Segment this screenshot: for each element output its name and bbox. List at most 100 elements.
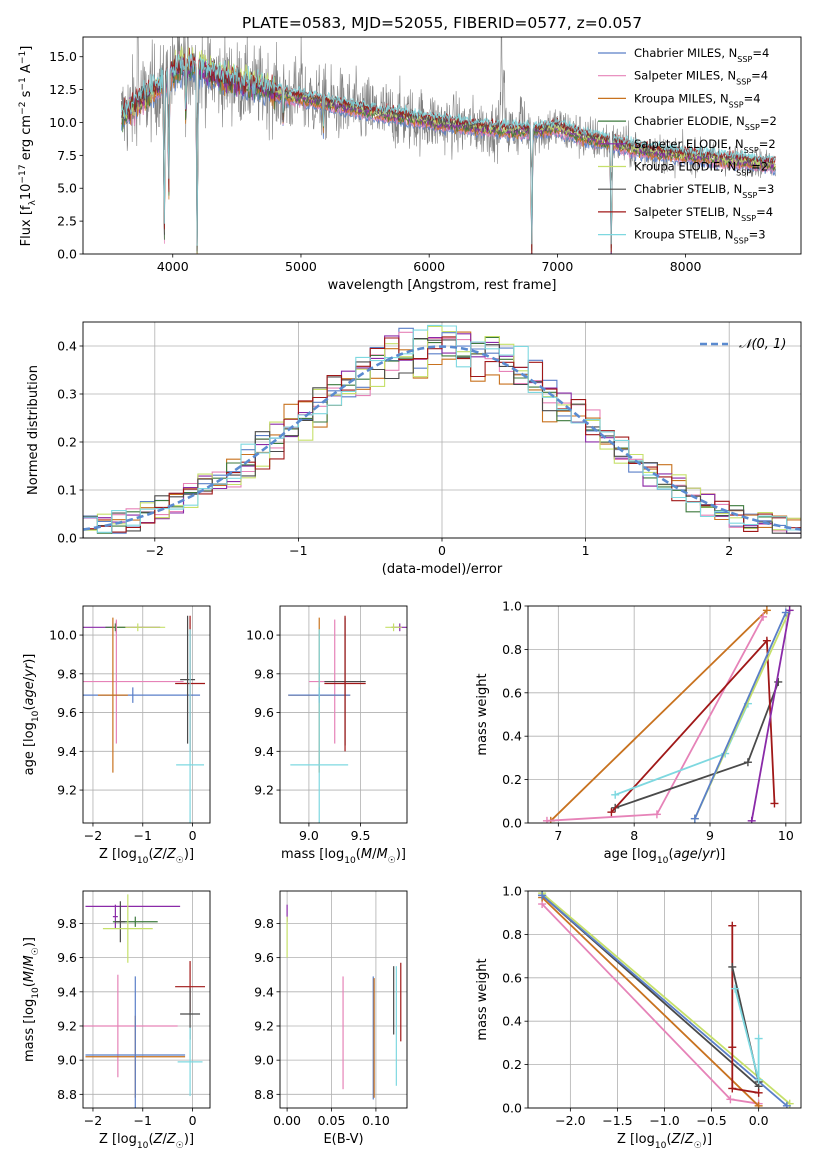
legend-entry: Salpeter STELIB, NSSP=4 <box>634 205 773 223</box>
legend-entry: Salpeter ELODIE, NSSP=2 <box>634 137 776 155</box>
x-tick-label: −2 <box>84 1113 102 1128</box>
mass-weight-marker <box>652 810 661 819</box>
mass-weight-series-line <box>541 894 788 1107</box>
x-tick-label: 9 <box>706 828 714 843</box>
y-tick-label: 0.4 <box>57 339 77 354</box>
x-axis-label-part: Z <box>166 1132 177 1147</box>
error-bar-point <box>385 623 402 632</box>
x-axis-label-part: yr <box>701 847 717 862</box>
y-tick-label: 0.1 <box>57 483 77 498</box>
y-axis-label-part: −1 <box>18 51 28 64</box>
mass-weight-marker <box>690 814 699 823</box>
x-axis-label-part: / <box>162 847 167 862</box>
x-axis-label-part: / <box>680 1132 685 1147</box>
axes-residuals: −2 −1 0 1 2 0.0 0.1 0.2 0.3 0.4 (data-model)/error… <box>26 321 802 577</box>
x-axis-label-part: 10 <box>137 1141 149 1151</box>
x-axis-label-part: ☉ <box>176 856 184 866</box>
y-tick-label: 9.6 <box>57 950 77 965</box>
y-axis-label-part: )] <box>22 937 37 947</box>
mass-weight-series-line <box>750 610 791 821</box>
x-axis-label-part: Z [log <box>99 847 137 862</box>
mass-weight-marker <box>728 1043 737 1052</box>
legend-entry-part: SSP <box>741 213 756 222</box>
y-axis-label-part: yr <box>22 662 37 678</box>
x-axis-label: age [log10(age/yr)] <box>604 847 726 866</box>
x-axis-label-part: )] <box>184 847 194 862</box>
x-axis-label-part: 10 <box>137 856 149 866</box>
x-tick-label: −0.5 <box>696 1113 726 1128</box>
mass-weight-marker <box>611 790 620 799</box>
y-tick-label: 9.8 <box>254 916 274 931</box>
x-axis-label: Z [log10(Z/Z☉)] <box>99 1132 194 1151</box>
y-axis-label: Flux [fλ10−17 erg cm−2 s−1 A−1] <box>18 46 38 247</box>
x-tick-label: 9.5 <box>351 828 371 843</box>
axes-frame <box>82 36 802 255</box>
mass-weight-marker <box>538 891 547 900</box>
error-bar-point <box>85 976 186 1108</box>
error-bar-point <box>83 687 201 703</box>
y-axis-label-part: / <box>22 676 37 681</box>
y-axis-label-part: / <box>22 966 37 971</box>
x-tick-label: 8000 <box>670 259 702 274</box>
y-tick-label: 9.2 <box>57 1018 77 1033</box>
y-axis-label-part: ( <box>22 982 37 987</box>
x-tick-label: 0 <box>438 543 446 558</box>
y-axis-label-part: mass [log <box>22 999 37 1062</box>
x-axis-label-part: M <box>361 847 372 862</box>
x-axis-label-part: 10 <box>657 856 669 866</box>
y-tick-label: 0.0 <box>57 247 77 262</box>
x-tick-label: 5000 <box>285 259 317 274</box>
axes-frame <box>527 890 802 1109</box>
error-bar-point <box>290 629 349 823</box>
legend-entry-part: =4 <box>752 46 769 60</box>
x-axis-label-part: ( <box>148 847 153 862</box>
legend-entry-part: Chabrier MILES, N <box>634 46 737 60</box>
mass-weight-marker <box>747 816 756 823</box>
y-tick-label: 9.6 <box>254 705 274 720</box>
y-axis-label: Normed distribution <box>26 365 41 495</box>
y-tick-label: 12.5 <box>49 82 77 97</box>
legend-entry: Kroupa MILES, NSSP=4 <box>634 91 761 109</box>
y-axis-label-part: M <box>22 955 37 966</box>
x-axis-label-part: Z [log <box>617 1132 655 1147</box>
error-bar-point <box>115 901 126 943</box>
error-bar-point <box>83 619 184 744</box>
x-tick-label: −2 <box>146 543 164 558</box>
error-bar-point <box>102 894 153 963</box>
y-tick-label: 9.2 <box>57 783 77 798</box>
legend-entry: Kroupa ELODIE, NSSP=2 <box>634 160 768 178</box>
x-axis-label: Z [log10(Z/Z☉)] <box>99 847 194 866</box>
y-tick-label: 2.5 <box>57 214 77 229</box>
x-axis-label-part: Z <box>153 1132 164 1147</box>
y-tick-label: 0.3 <box>57 387 77 402</box>
x-axis-label-part: ☉ <box>176 1141 184 1151</box>
y-axis-label-part: 10 <box>19 184 34 201</box>
y-tick-label: 0.2 <box>57 435 77 450</box>
x-axis-label-part: ( <box>356 847 361 862</box>
legend-entry-part: SSP <box>742 191 757 200</box>
legend-entry-part: Salpeter STELIB, N <box>634 205 741 219</box>
y-axis-label-part: ] <box>19 46 34 51</box>
x-tick-label: 9.0 <box>299 828 319 843</box>
x-axis-label-part: 10 <box>655 1141 667 1151</box>
legend-entry-part: =2 <box>759 137 776 151</box>
axes-frame <box>527 605 802 824</box>
plot-area-spectrum <box>121 37 776 254</box>
mass-weight-marker <box>743 758 752 767</box>
plot-area-weight_vs_age <box>542 606 794 823</box>
plot-area-mass_vs_ebv <box>286 904 402 1100</box>
y-tick-label: 9.0 <box>254 1053 274 1068</box>
legend-entry-part: Chabrier ELODIE, N <box>634 114 745 128</box>
y-axis-label-part: )] <box>22 654 37 664</box>
x-tick-label: 0.0 <box>749 1113 769 1128</box>
x-axis-label-part: ( <box>666 1132 671 1147</box>
y-tick-label: 0.0 <box>502 816 522 831</box>
x-tick-label: 0.10 <box>362 1113 390 1128</box>
y-tick-label: 0.8 <box>502 927 522 942</box>
error-bar-point <box>324 615 366 752</box>
x-axis-label-part: 10 <box>344 856 356 866</box>
x-axis-label-part: )] <box>396 847 406 862</box>
mass-weight-series-line <box>541 896 760 1107</box>
x-tick-label: −2.0 <box>555 1113 585 1128</box>
